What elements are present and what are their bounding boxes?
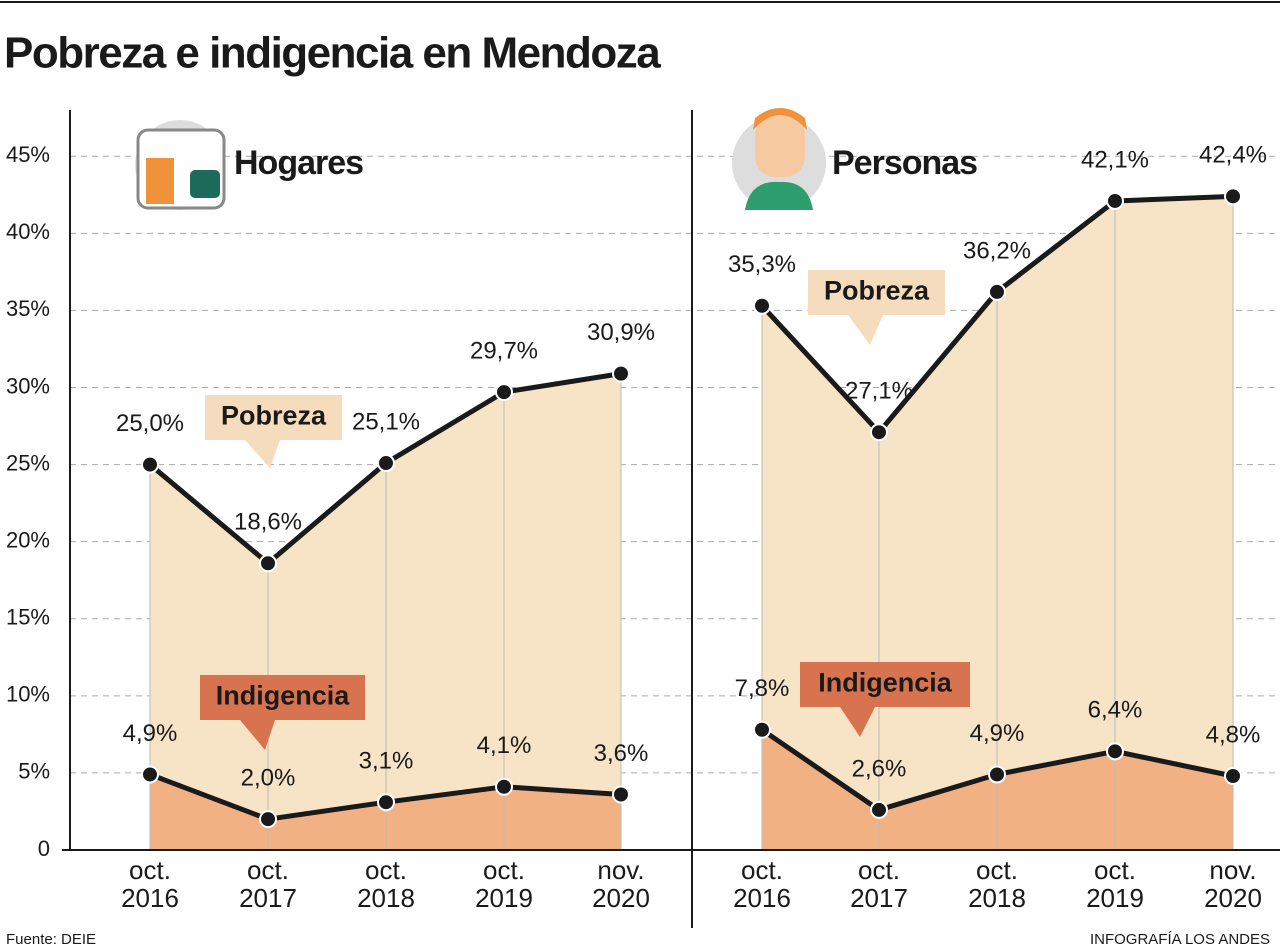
value-label: 25,1%: [352, 408, 420, 435]
y-tick-label: 30%: [6, 373, 50, 398]
legend-label: Pobreza: [221, 401, 327, 431]
y-tick-label: 45%: [6, 142, 50, 167]
point: [141, 455, 159, 474]
value-label: 4,9%: [970, 720, 1025, 747]
x-tick-label: oct. 2016: [733, 855, 791, 913]
y-tick-label: 20%: [6, 527, 50, 552]
callout-box: [800, 662, 970, 707]
legend-label: Indigencia: [818, 668, 953, 698]
y-tick-label: 5%: [18, 759, 50, 784]
y-tick-label: 25%: [6, 450, 50, 475]
point: [612, 785, 630, 804]
value-label: 30,9%: [587, 319, 655, 346]
x-tick-label: nov. 2020: [1204, 855, 1262, 913]
value-label: 29,7%: [470, 337, 538, 364]
credit: INFOGRAFÍA LOS ANDES: [1090, 931, 1270, 948]
point: [1224, 187, 1242, 206]
value-label: 27,1%: [845, 378, 913, 405]
x-tick-label: oct. 2019: [475, 855, 533, 913]
value-label: 42,1%: [1081, 146, 1149, 173]
legend-label: Indigencia: [216, 681, 351, 711]
value-label: 4,8%: [1206, 721, 1261, 748]
point: [612, 364, 630, 383]
point: [1224, 767, 1242, 785]
x-tick-label: oct. 2019: [1086, 855, 1144, 913]
callout-box: [200, 675, 365, 720]
person-icon: [732, 108, 826, 210]
value-label: 7,8%: [735, 675, 790, 702]
value-label: 4,9%: [123, 720, 178, 747]
plot-layer: 0 5% 10% 15% 20% 25% 30% 35% 40% 45% 25,0% 18,6% 25,…: [6, 110, 1280, 913]
x-tick-label: oct. 2016: [121, 855, 179, 913]
title: Pobreza e indigencia en Mendoza: [4, 29, 661, 78]
panel-title: Hogares: [234, 144, 363, 182]
point: [377, 793, 395, 812]
point: [988, 765, 1006, 784]
callout-box: [808, 270, 945, 315]
x-tick-label: nov. 2020: [592, 855, 650, 913]
value-label: 3,1%: [359, 748, 414, 775]
value-label: 36,2%: [963, 237, 1031, 264]
x-tick-label: oct. 2018: [357, 855, 415, 913]
legend-label: Pobreza: [824, 276, 930, 306]
value-label: 42,4%: [1199, 142, 1267, 169]
callout-pointer: [240, 720, 275, 750]
value-label: 6,4%: [1088, 697, 1143, 724]
x-tick-label: oct. 2017: [850, 855, 908, 913]
panel-title: Personas: [832, 144, 977, 182]
point: [377, 454, 395, 473]
point: [988, 282, 1006, 301]
x-tick-label: oct. 2018: [968, 855, 1026, 913]
value-label: 4,1%: [477, 732, 532, 759]
point: [495, 777, 513, 796]
value-label: 2,6%: [852, 755, 907, 782]
y-tick-label: 15%: [6, 605, 50, 630]
point: [259, 810, 277, 829]
value-label: 25,0%: [116, 410, 184, 437]
point: [1106, 191, 1124, 210]
callout-box: [205, 395, 342, 440]
point: [870, 800, 888, 819]
value-label: 18,6%: [234, 509, 302, 536]
point: [495, 383, 513, 402]
point: [870, 423, 888, 442]
callout-pointer: [840, 707, 875, 737]
point: [753, 720, 771, 739]
value-label: 35,3%: [728, 251, 796, 278]
y-tick-label: 10%: [6, 682, 50, 707]
source: Fuente: DEIE: [6, 931, 96, 948]
house-icon: [135, 120, 226, 210]
y-tick-label: 35%: [6, 296, 50, 321]
value-label: 3,6%: [594, 740, 649, 767]
value-label: 2,0%: [241, 765, 296, 792]
point: [259, 554, 277, 573]
callout-pointer: [245, 440, 280, 468]
point: [1106, 742, 1124, 761]
callout-pointer: [848, 315, 883, 345]
y-tick-label: 40%: [6, 219, 50, 244]
y-tick-label: 0: [38, 836, 50, 861]
x-tick-label: oct. 2017: [239, 855, 297, 913]
point: [753, 296, 771, 315]
point: [141, 765, 159, 784]
